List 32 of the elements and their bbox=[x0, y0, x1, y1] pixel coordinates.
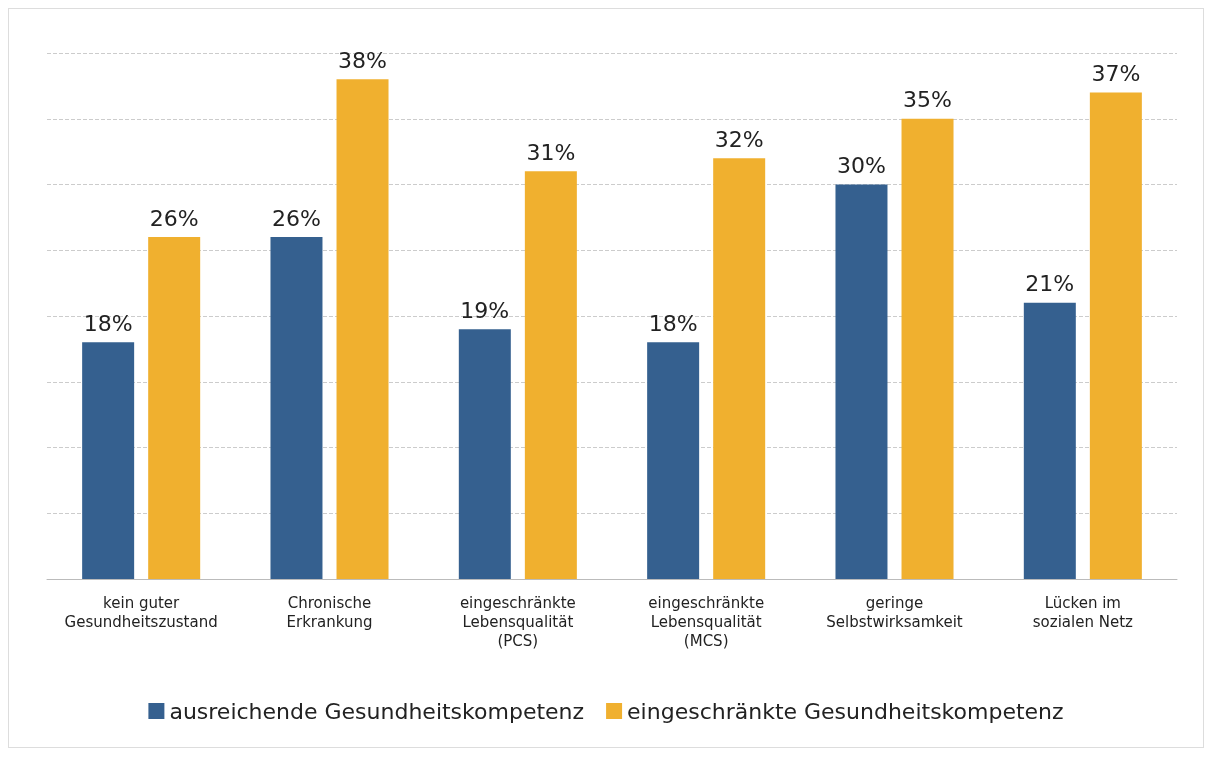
x-tick-label: eingeschränkte Lebensqualität (MCS) bbox=[648, 593, 765, 650]
data-label: 19% bbox=[460, 297, 510, 323]
bar bbox=[713, 158, 766, 579]
x-tick-label: kein guter Gesundheitszustand bbox=[64, 593, 218, 631]
bar bbox=[647, 342, 700, 579]
x-tick-label: Chronische Erkrankung bbox=[286, 593, 373, 631]
data-label: 30% bbox=[837, 153, 886, 178]
data-label: 31% bbox=[526, 139, 576, 165]
bar bbox=[270, 237, 323, 579]
data-label: 18% bbox=[648, 310, 698, 336]
bar bbox=[1023, 302, 1076, 579]
data-label: 18% bbox=[83, 310, 133, 336]
bar bbox=[148, 237, 201, 579]
bar bbox=[524, 171, 577, 579]
data-label: 21% bbox=[1025, 271, 1075, 297]
bar bbox=[835, 184, 888, 579]
x-tick-label: Lücken im sozialen Netz bbox=[1032, 593, 1134, 631]
data-label: 32% bbox=[714, 126, 764, 152]
data-label: 26% bbox=[149, 205, 199, 231]
x-tick-label: eingeschränkte Lebensqualität (PCS) bbox=[459, 593, 576, 650]
bar bbox=[901, 118, 954, 579]
x-tick-label: geringe Selbstwirksamkeit bbox=[826, 593, 963, 631]
bar bbox=[336, 79, 389, 579]
data-label: 35% bbox=[903, 87, 952, 113]
bar bbox=[82, 342, 135, 579]
legend-label: ausreichende Gesundheitskompetenz bbox=[169, 698, 585, 724]
bar bbox=[1089, 92, 1142, 579]
legend-label: eingeschränkte Gesundheitskompetenz bbox=[627, 698, 1064, 724]
data-label: 38% bbox=[338, 47, 387, 73]
data-label: 26% bbox=[272, 205, 321, 231]
bar bbox=[458, 329, 511, 579]
data-label: 37% bbox=[1091, 60, 1141, 86]
